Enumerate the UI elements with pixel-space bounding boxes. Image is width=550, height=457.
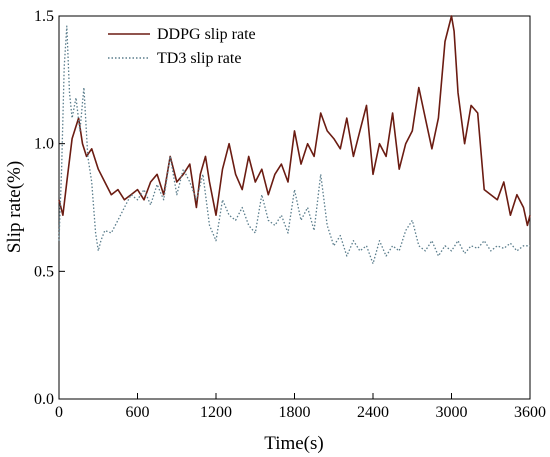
x-axis-label: Time(s) bbox=[264, 433, 323, 454]
series-line-td3 bbox=[58, 25, 530, 265]
x-tick-label: 3600 bbox=[514, 404, 546, 421]
series-line-ddpg bbox=[58, 15, 531, 227]
x-tick-label: 1800 bbox=[279, 404, 311, 421]
plot-frame bbox=[58, 15, 531, 400]
axis-ticks: 0 600 1200 1800 2400 3000 3600 0.0 0.5 1.0 1.5 bbox=[34, 8, 546, 421]
x-tick-label: 2400 bbox=[357, 404, 389, 421]
y-tick-label: 1.0 bbox=[34, 136, 54, 153]
legend: DDPG slip rate TD3 slip rate bbox=[108, 26, 256, 67]
y-tick-label: 0.0 bbox=[34, 391, 54, 408]
legend-label: TD3 slip rate bbox=[157, 50, 241, 67]
series-layer bbox=[58, 15, 531, 265]
x-tick-label: 0 bbox=[55, 404, 63, 421]
y-axis-label: Slip rate(%) bbox=[4, 161, 25, 253]
x-tick-label: 600 bbox=[126, 404, 150, 421]
y-tick-label: 1.5 bbox=[34, 8, 54, 25]
y-tick-label: 0.5 bbox=[34, 263, 54, 280]
x-tick-label: 1200 bbox=[200, 404, 232, 421]
legend-label: DDPG slip rate bbox=[157, 26, 256, 43]
x-tick-label: 3000 bbox=[436, 404, 468, 421]
